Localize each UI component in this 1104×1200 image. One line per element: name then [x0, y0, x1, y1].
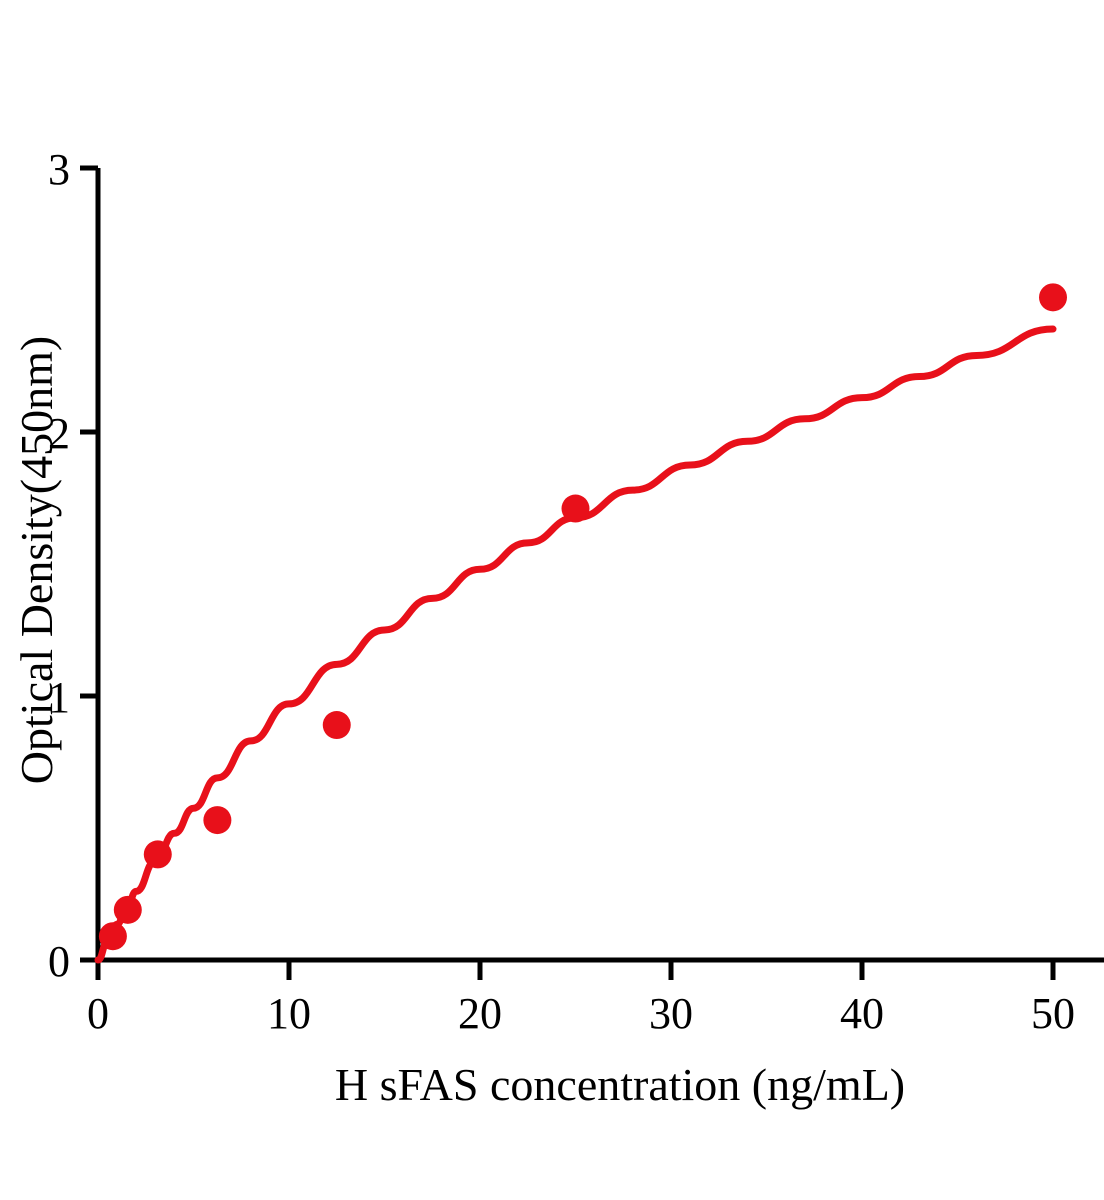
x-axis: 0 10 20 30 40 50 — [87, 957, 1104, 1038]
data-point-marker — [98, 922, 127, 951]
data-point-marker — [1039, 283, 1067, 312]
y-tick-label: 2 — [48, 409, 70, 458]
x-tick-label: 40 — [840, 989, 884, 1038]
x-tick-label: 20 — [458, 989, 502, 1038]
data-point-group — [98, 283, 1067, 951]
data-point-marker — [143, 840, 172, 869]
data-point-marker — [113, 895, 142, 924]
y-tick-label: 1 — [48, 673, 70, 722]
fit-curve-line — [94, 325, 1057, 964]
y-axis-title: Optical Density(450nm) — [11, 336, 62, 784]
x-tick-label-group: 0 10 20 30 40 50 — [87, 989, 1075, 1038]
y-tick-label-group: 0 1 2 3 — [48, 145, 70, 986]
x-tick-label: 50 — [1031, 989, 1075, 1038]
y-tick-label: 0 — [48, 937, 70, 986]
y-axis: 0 1 2 3 — [48, 145, 101, 986]
x-axis-title: H sFAS concentration (ng/mL) — [335, 1059, 905, 1110]
data-point-marker — [203, 806, 232, 835]
x-tick-label: 10 — [267, 989, 311, 1038]
y-tick-label: 3 — [48, 145, 70, 194]
data-point-marker — [561, 494, 590, 523]
x-tick-label: 30 — [649, 989, 693, 1038]
data-point-marker — [322, 711, 351, 740]
x-tick-label: 0 — [87, 989, 109, 1038]
